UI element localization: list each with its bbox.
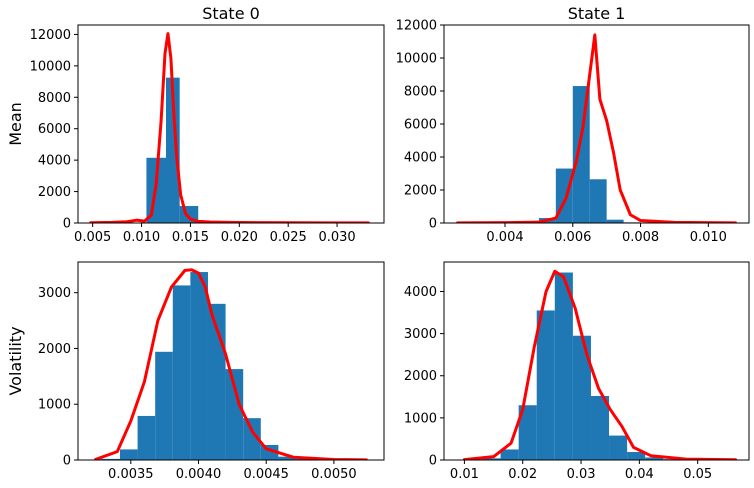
y-tick-label: 4000: [404, 285, 437, 300]
histogram-bar: [172, 285, 191, 460]
x-tick-label: 0.0050: [311, 467, 357, 482]
plot-area: [462, 269, 738, 460]
chart-panel-0: 0.005 0.010 0.015 0.020 0.025 0.030 0 2000 4000 6…: [6, 4, 385, 245]
y-tick-label: 0: [63, 454, 71, 469]
plot-area: [456, 33, 737, 223]
x-tick-label: 0.004: [486, 230, 523, 245]
y-tick-label: 4000: [38, 154, 71, 169]
y-tick-label: 12000: [396, 19, 437, 34]
y-tick-label: 3000: [404, 327, 437, 342]
histogram-bar: [572, 335, 591, 460]
x-tick-label: 0.015: [172, 230, 209, 245]
y-tick-label: 2000: [38, 342, 71, 357]
x-tick-label: 0.0045: [243, 467, 289, 482]
axes-frame: [443, 261, 750, 461]
histogram-bar: [165, 77, 180, 223]
chart-title: State 0: [202, 4, 260, 23]
axes-frame: [77, 261, 385, 461]
x-tick-label: 0.04: [625, 467, 654, 482]
x-tick-label: 0.020: [221, 230, 258, 245]
chart-panel-2: 0.0035 0.0040 0.0045 0.0050 0 1000 2000 3000 Vol…: [6, 261, 385, 482]
plot-area: [94, 268, 368, 460]
y-tick-label: 6000: [38, 122, 71, 137]
y-axis-label: Volatility: [6, 326, 25, 395]
histogram-bar: [589, 179, 607, 223]
histogram-bar: [500, 449, 519, 460]
y-tick-label: 0: [429, 454, 437, 469]
histogram-bar: [295, 458, 314, 460]
chart-title: State 1: [568, 4, 626, 23]
x-tick-label: 0.005: [74, 230, 111, 245]
y-tick-label: 4000: [404, 151, 437, 166]
histogram-bar: [590, 395, 610, 460]
histogram-bar: [536, 310, 555, 460]
histogram-bar: [609, 435, 628, 460]
y-tick-label: 3000: [38, 286, 71, 301]
kde-line: [89, 32, 370, 223]
x-tick-label: 0.01: [450, 467, 479, 482]
plot-area: [89, 32, 370, 223]
histogram-bar: [606, 219, 624, 223]
kde-line: [456, 33, 737, 223]
chart-panel-1: 0.004 0.006 0.008 0.010 0 2000 4000 6000 8000 100…: [396, 4, 750, 245]
histogram-bar: [572, 86, 590, 223]
histogram-bar: [518, 405, 537, 460]
histogram-bar: [101, 458, 120, 460]
histogram-bar: [155, 351, 173, 460]
y-tick-label: 2000: [404, 184, 437, 199]
y-tick-label: 10000: [396, 52, 437, 67]
x-tick-label: 0.0040: [176, 467, 222, 482]
histogram-bar: [482, 458, 501, 460]
y-tick-label: 2000: [404, 369, 437, 384]
histogram-bar: [119, 449, 138, 460]
histogram-bar: [225, 369, 244, 460]
y-tick-label: 0: [429, 217, 437, 232]
y-tick-label: 8000: [38, 91, 71, 106]
chart-panel-3: 0.01 0.02 0.03 0.04 0.05 0 1000 2000 3000 4000: [404, 261, 750, 482]
histogram-bar: [645, 457, 664, 460]
x-tick-label: 0.03: [567, 467, 596, 482]
x-tick-label: 0.05: [683, 467, 712, 482]
y-tick-label: 10000: [30, 59, 71, 74]
x-tick-label: 0.0035: [108, 467, 154, 482]
y-tick-label: 8000: [404, 85, 437, 100]
kde-line: [94, 268, 368, 460]
histogram-bar: [190, 272, 208, 460]
y-tick-label: 2000: [38, 185, 71, 200]
histogram-bar: [278, 456, 296, 460]
histogram-bar: [554, 272, 573, 460]
histogram-bar: [137, 415, 156, 460]
y-tick-label: 1000: [404, 411, 437, 426]
x-tick-label: 0.008: [622, 230, 659, 245]
axes-frame: [77, 24, 385, 224]
x-tick-label: 0.025: [270, 230, 307, 245]
x-tick-label: 0.02: [508, 467, 537, 482]
histogram-bar: [627, 452, 646, 460]
x-tick-label: 0.006: [554, 230, 591, 245]
y-tick-label: 0: [63, 217, 71, 232]
x-tick-label: 0.010: [690, 230, 727, 245]
histogram-bar: [243, 418, 261, 460]
y-axis-label: Mean: [6, 102, 25, 146]
x-tick-label: 0.010: [123, 230, 160, 245]
kde-line: [462, 269, 738, 460]
y-tick-label: 6000: [404, 118, 437, 133]
y-tick-label: 12000: [30, 28, 71, 43]
x-tick-label: 0.030: [318, 230, 355, 245]
y-tick-label: 1000: [38, 398, 71, 413]
